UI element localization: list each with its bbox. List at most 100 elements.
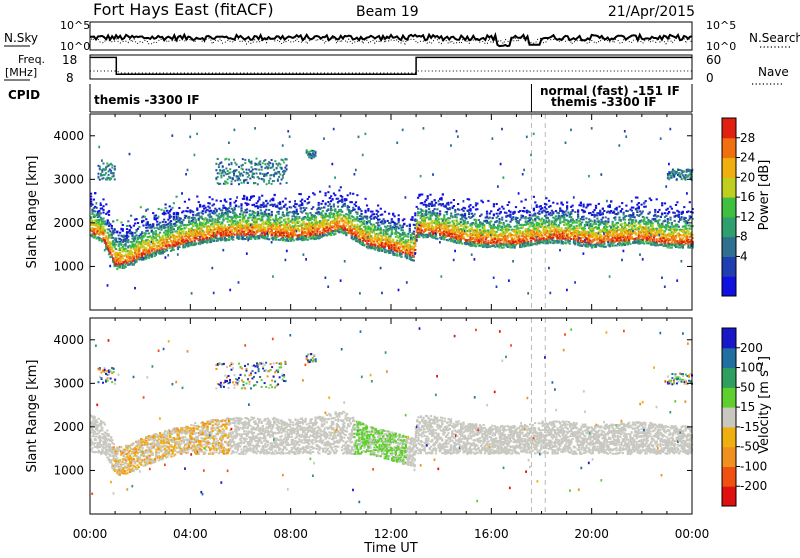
power-cell — [414, 249, 416, 251]
power-cell — [457, 227, 459, 229]
power-cell — [476, 203, 478, 205]
power-cell — [268, 213, 270, 215]
power-cell — [122, 246, 124, 248]
power-cell — [216, 209, 218, 211]
power-cell — [133, 225, 135, 227]
power-cell — [209, 207, 211, 209]
power-cell — [280, 221, 282, 223]
power-cell — [216, 200, 218, 202]
power-cell — [486, 211, 488, 213]
power-cell — [303, 253, 305, 256]
power-cell — [94, 235, 96, 237]
power-cell — [447, 227, 449, 229]
power-cell — [452, 216, 454, 218]
power-cell — [439, 210, 441, 212]
power-cell — [169, 247, 171, 249]
power-cell — [486, 213, 488, 215]
power-cell — [384, 246, 386, 248]
power-cell — [486, 215, 488, 217]
power-cell — [271, 230, 273, 232]
power-cell — [356, 216, 358, 218]
freq-tick-bottom: 8 — [66, 71, 74, 85]
power-cell — [482, 237, 484, 239]
power-cell — [93, 230, 95, 232]
power-cell — [286, 238, 288, 240]
power-cell — [463, 210, 465, 212]
power-cell — [155, 237, 157, 239]
power-cell — [136, 261, 138, 263]
power-cell — [469, 204, 471, 206]
power-cell — [417, 214, 419, 216]
power-cell — [234, 220, 236, 222]
power-cell — [192, 214, 194, 216]
power-cell — [155, 215, 157, 217]
power-cell — [198, 212, 200, 214]
power-cell — [374, 244, 376, 246]
power-cell — [297, 213, 299, 215]
power-cell — [213, 292, 215, 295]
power-cell — [265, 200, 267, 202]
power-cell — [289, 225, 291, 227]
power-cell — [457, 203, 459, 205]
power-cell — [454, 209, 456, 211]
power-cell — [166, 210, 168, 212]
power-cell — [239, 216, 241, 218]
power-cell — [134, 287, 136, 290]
station-title: Fort Hays East (fitACF) — [93, 0, 274, 19]
power-cell — [194, 240, 196, 242]
power-cell — [378, 219, 380, 221]
power-cell — [320, 207, 322, 209]
power-cell — [142, 245, 144, 247]
power-cell — [360, 210, 362, 212]
power-cell — [425, 199, 427, 201]
power-cell — [296, 216, 298, 218]
power-cell — [262, 203, 264, 205]
power-cell — [428, 226, 430, 228]
power-cell — [416, 206, 418, 208]
power-cell — [467, 221, 469, 223]
power-cell — [327, 191, 329, 193]
power-cell — [171, 134, 173, 137]
power-cell — [497, 215, 499, 217]
power-cell — [432, 173, 434, 176]
power-cell — [327, 201, 329, 203]
power-cell — [493, 205, 495, 207]
power-cell — [260, 206, 262, 208]
power-cell — [396, 252, 398, 254]
power-cell — [289, 201, 291, 203]
freq-frame — [90, 55, 692, 79]
freq-label: Freq. — [18, 53, 45, 66]
power-cell — [305, 258, 307, 261]
power-cell — [355, 201, 357, 203]
power-cell — [118, 245, 120, 247]
power-cell — [435, 202, 437, 204]
power-cell — [198, 201, 200, 203]
power-cell — [304, 200, 306, 202]
power-cell — [109, 250, 111, 252]
power-cell — [271, 213, 273, 215]
power-cell — [482, 201, 484, 203]
power-cell — [490, 220, 492, 222]
power-cell — [94, 210, 96, 212]
power-cell — [167, 242, 169, 244]
power-cell — [307, 213, 309, 215]
power-cell — [180, 225, 182, 227]
power-cell — [438, 215, 440, 217]
power-cell — [165, 204, 167, 206]
power-cell — [148, 232, 150, 234]
power-cell — [272, 239, 274, 241]
power-cell — [247, 203, 249, 205]
power-cell — [400, 256, 402, 258]
power-cell — [96, 207, 98, 209]
power-cell — [202, 210, 204, 212]
power-cell — [180, 218, 182, 220]
power-cell — [269, 222, 271, 224]
power-cell — [340, 186, 342, 188]
power-cell — [402, 251, 404, 253]
power-cell — [182, 243, 184, 245]
power-cell — [213, 240, 215, 242]
power-cell — [274, 204, 276, 206]
power-cell — [227, 212, 229, 214]
power-cell — [192, 211, 194, 213]
power-cell — [272, 199, 274, 201]
